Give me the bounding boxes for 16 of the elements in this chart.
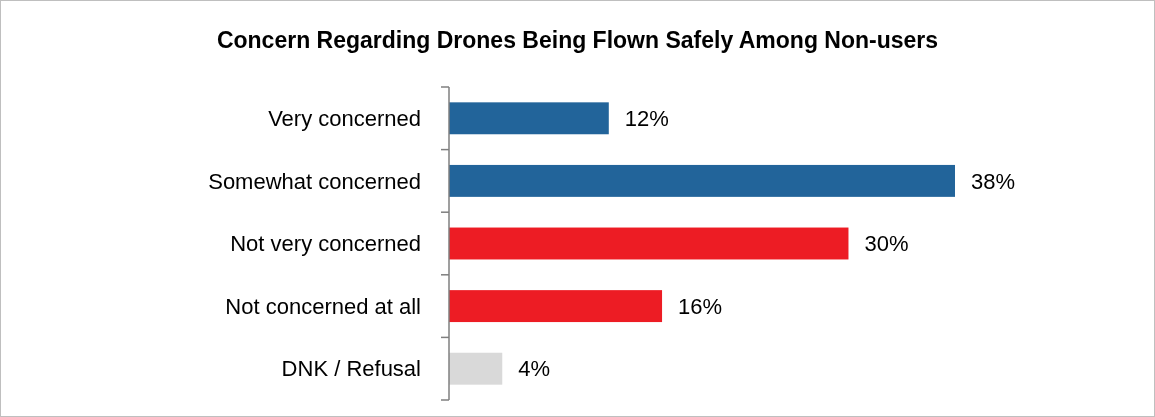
data-label: 16% — [678, 293, 723, 319]
bar — [449, 102, 609, 135]
data-label: 4% — [518, 356, 551, 382]
data-label: 38% — [971, 168, 1016, 194]
chart-title: Concern Regarding Drones Being Flown Safely Among Non-users — [216, 27, 939, 53]
bar — [449, 352, 503, 385]
bar — [449, 290, 663, 323]
y-tick-label: DNK / Refusal — [281, 356, 421, 382]
bar — [449, 164, 955, 197]
bar — [449, 227, 849, 260]
data-label: 30% — [864, 231, 909, 257]
y-tick-label: Not very concerned — [230, 231, 421, 257]
data-label: 12% — [624, 106, 669, 131]
y-tick-label: Somewhat concerned — [208, 168, 421, 194]
y-tick-label: Not concerned at all — [225, 293, 421, 319]
y-tick-label: Very concerned — [268, 106, 421, 131]
